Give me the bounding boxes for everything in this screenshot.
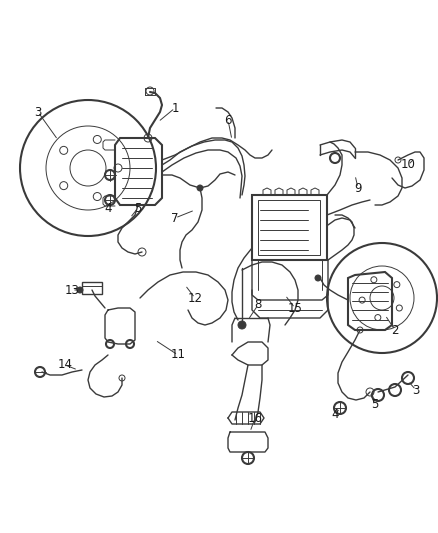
Text: 4: 4	[104, 201, 112, 214]
Bar	[82, 282, 102, 294]
Bar	[252, 195, 327, 260]
Text: 3: 3	[412, 384, 420, 397]
Text: 10: 10	[401, 158, 415, 172]
Text: 13: 13	[64, 284, 79, 296]
Text: 6: 6	[224, 114, 232, 126]
Text: 14: 14	[57, 359, 73, 372]
Bar	[258, 200, 320, 255]
Text: 2: 2	[391, 324, 399, 336]
Text: 12: 12	[187, 292, 202, 304]
Text: 5: 5	[371, 399, 379, 411]
Circle shape	[77, 287, 83, 293]
Text: 5: 5	[134, 201, 141, 214]
Circle shape	[238, 321, 246, 329]
Text: 8: 8	[254, 298, 261, 311]
Text: 3: 3	[34, 106, 42, 118]
Circle shape	[197, 185, 203, 191]
Text: 15: 15	[288, 302, 302, 314]
Text: 7: 7	[171, 212, 179, 224]
Text: 9: 9	[354, 182, 362, 195]
Text: 11: 11	[170, 349, 186, 361]
Circle shape	[315, 275, 321, 281]
Text: 16: 16	[247, 411, 262, 424]
Text: 4: 4	[331, 408, 339, 422]
Text: 1: 1	[171, 101, 179, 115]
